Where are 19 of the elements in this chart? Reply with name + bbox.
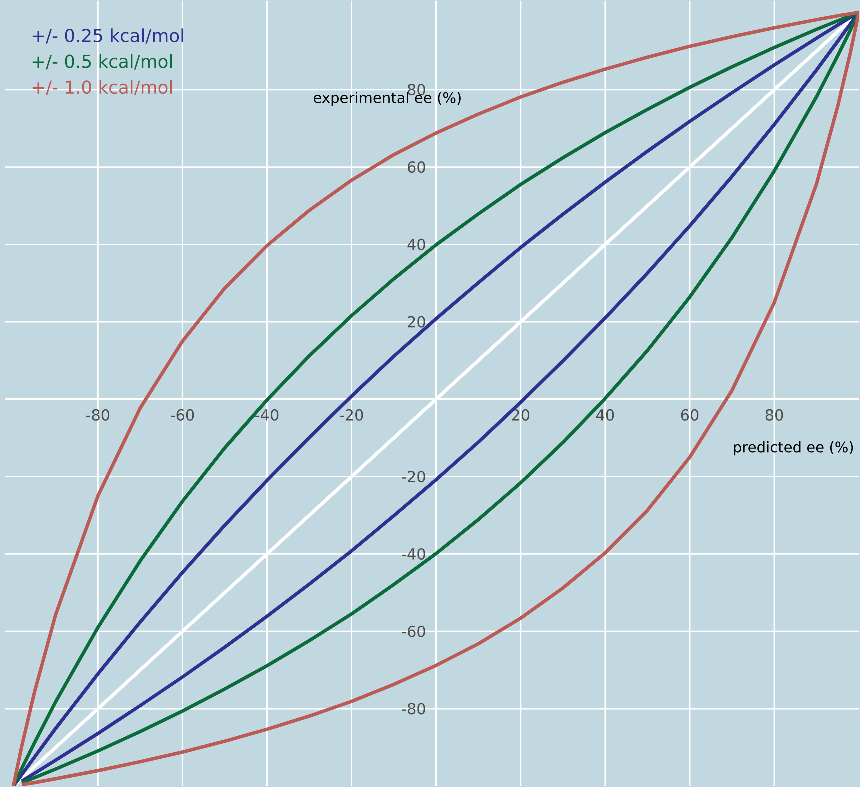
- y-tick-label: 20: [408, 316, 426, 328]
- y-tick-label: 40: [408, 238, 426, 250]
- x-tick-label: 60: [681, 409, 699, 421]
- x-tick-label: 40: [596, 409, 614, 421]
- x-tick-label: 80: [766, 409, 784, 421]
- y-tick-label: -40: [402, 548, 426, 560]
- text: +/- 0.5 kcal/mol: [32, 54, 172, 70]
- x-tick-label: 20: [512, 409, 530, 421]
- y-tick-label: -80: [402, 703, 426, 715]
- text: +/- 1.0 kcal/mol: [32, 80, 172, 96]
- x-axis-title: predicted ee (%): [734, 441, 854, 456]
- x-tick-label: -80: [86, 409, 110, 421]
- text: +/- 0.25 kcal/mol: [32, 28, 184, 44]
- y-tick-label: -60: [402, 626, 426, 638]
- x-tick-label: -60: [171, 409, 194, 421]
- x-tick-label: -20: [340, 409, 364, 421]
- y-tick-label: 60: [408, 161, 426, 173]
- y-tick-label: -20: [402, 470, 426, 482]
- x-tick-label: -40: [256, 409, 279, 421]
